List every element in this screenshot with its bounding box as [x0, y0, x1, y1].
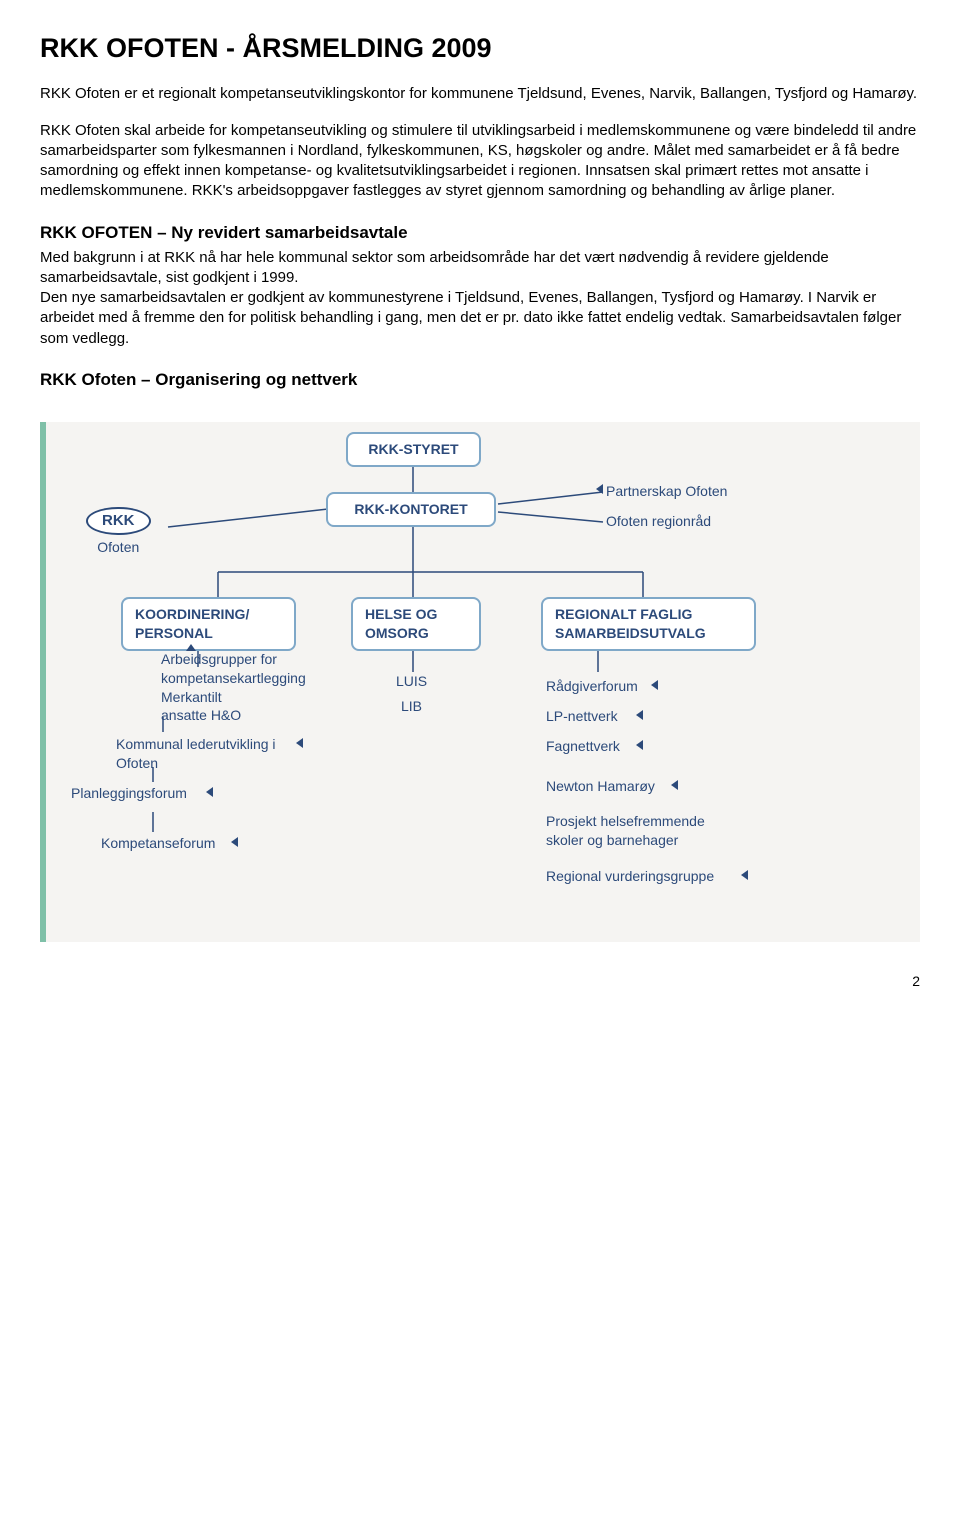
text-radgiver: Rådgiverforum	[546, 677, 638, 696]
text-luis: LUIS	[396, 672, 427, 691]
text-regionrad: Ofoten regionråd	[606, 512, 711, 531]
box-koordinering: KOORDINERING/PERSONAL	[121, 597, 296, 651]
org-diagram: RKK Ofoten RKK-STYRET RKK-KONTORET Partn…	[40, 422, 920, 942]
arrow-icon	[206, 787, 213, 797]
logo-text: RKK	[86, 507, 151, 535]
text-fagnettverk: Fagnettverk	[546, 737, 620, 756]
box-helse: HELSE OGOMSORG	[351, 597, 481, 651]
arrow-icon	[636, 740, 643, 750]
box-kontoret: RKK-KONTORET	[326, 492, 496, 527]
text-newton: Newton Hamarøy	[546, 777, 655, 796]
arrow-icon	[651, 680, 658, 690]
body-paragraph: RKK Ofoten skal arbeide for kompetanseut…	[40, 121, 920, 202]
text-kommunal: Kommunal lederutvikling iOfoten	[116, 735, 276, 773]
text-partnerskap: Partnerskap Ofoten	[606, 482, 727, 501]
body-paragraph: Med bakgrunn i at RKK nå har hele kommun…	[40, 248, 920, 349]
intro-paragraph: RKK Ofoten er et regionalt kompetanseutv…	[40, 84, 920, 104]
page-number: 2	[40, 972, 920, 991]
arrow-icon	[296, 738, 303, 748]
section-heading-org: RKK Ofoten – Organisering og nettverk	[40, 369, 920, 392]
page-title: RKK OFOTEN - ÅRSMELDING 2009	[40, 30, 920, 66]
text-lp: LP-nettverk	[546, 707, 618, 726]
arrow-icon	[636, 710, 643, 720]
text-kompetanse: Kompetanseforum	[101, 834, 215, 853]
logo-subtext: Ofoten	[86, 538, 151, 557]
text-regional-vurdering: Regional vurderingsgruppe	[546, 867, 714, 886]
text-lib: LIB	[401, 697, 422, 716]
text-prosjekt: Prosjekt helsefremmendeskoler og barneha…	[546, 812, 705, 850]
arrow-icon	[596, 484, 603, 494]
arrow-icon	[741, 870, 748, 880]
text-arbeidsgrupper: Arbeidsgrupper for kompetansekartlegging…	[161, 650, 306, 726]
text-planlegging: Planleggingsforum	[71, 784, 187, 803]
box-regionalt: REGIONALT FAGLIGSAMARBEIDSUTVALG	[541, 597, 756, 651]
arrow-icon	[186, 644, 196, 651]
section-heading-avtale: RKK OFOTEN – Ny revidert samarbeidsavtal…	[40, 222, 920, 245]
box-styret: RKK-STYRET	[346, 432, 481, 467]
rkk-logo: RKK Ofoten	[86, 507, 151, 557]
arrow-icon	[671, 780, 678, 790]
arrow-icon	[231, 837, 238, 847]
